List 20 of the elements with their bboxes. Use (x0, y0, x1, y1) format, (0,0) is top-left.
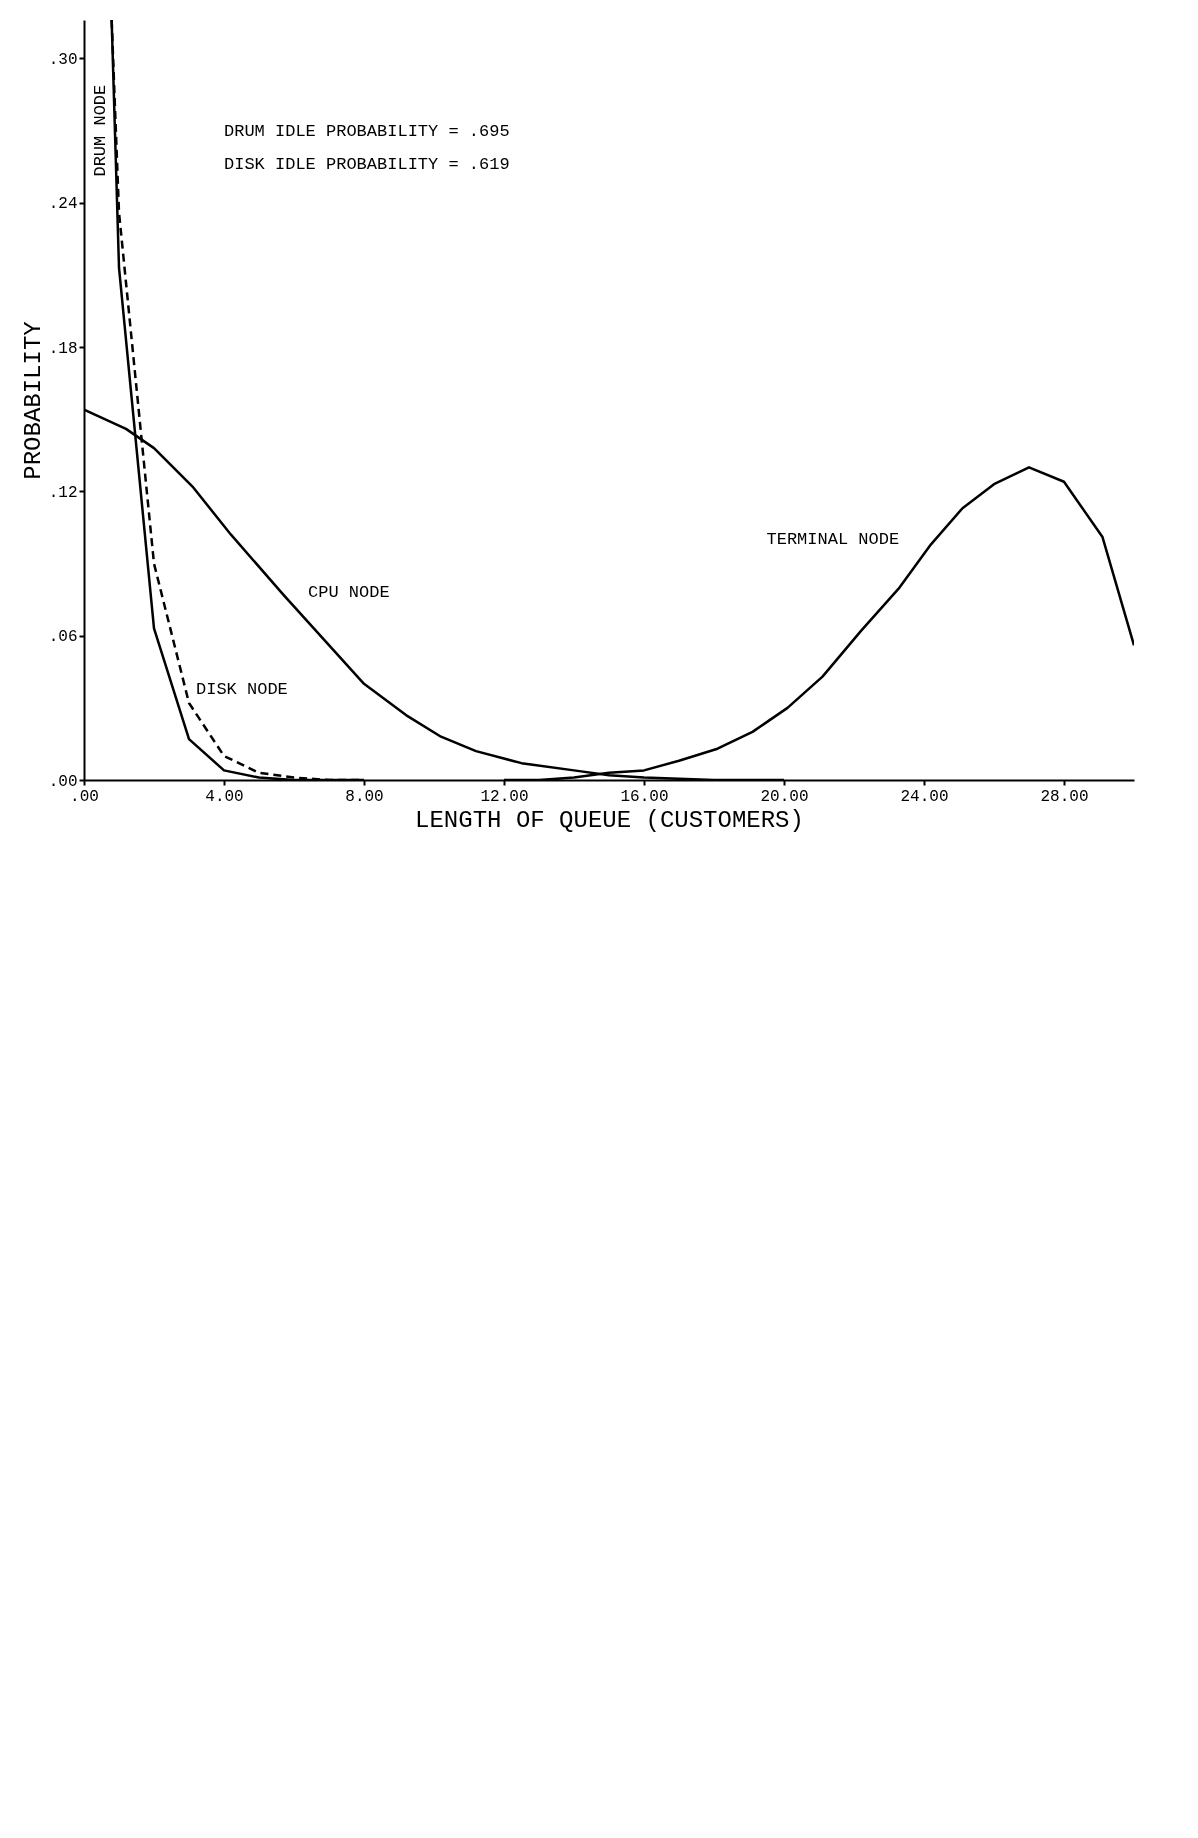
series-label: TERMINAL NODE (766, 530, 900, 550)
x-axis-title: LENGTH OF QUEUE (CUSTOMERS) (415, 806, 804, 834)
x-tick-label: 8.00 (345, 787, 384, 806)
y-tick-label: .30 (48, 50, 78, 69)
y-axis-title: PROBABILITY (19, 321, 47, 480)
x-tick-label: 4.00 (205, 787, 244, 806)
y-tick-label: .24 (48, 195, 78, 214)
x-tick-label: 20.00 (760, 787, 809, 806)
annotation: DRUM IDLE PROBABILITY = .695 (224, 121, 510, 141)
x-tick-label: 12.00 (480, 787, 529, 806)
x-tick-label: 16.00 (620, 787, 669, 806)
series-label: DISK NODE (196, 679, 288, 699)
y-tick-label: .06 (48, 628, 78, 647)
y-tick-label: .18 (48, 339, 78, 358)
x-tick-label: 28.00 (1040, 787, 1089, 806)
text: DRUM NODE (90, 84, 110, 177)
annotation: DISK IDLE PROBABILITY = .619 (224, 155, 510, 175)
x-tick-label: 24.00 (900, 787, 949, 806)
series-label: CPU NODE (308, 583, 390, 603)
y-tick-label: .12 (48, 483, 78, 502)
